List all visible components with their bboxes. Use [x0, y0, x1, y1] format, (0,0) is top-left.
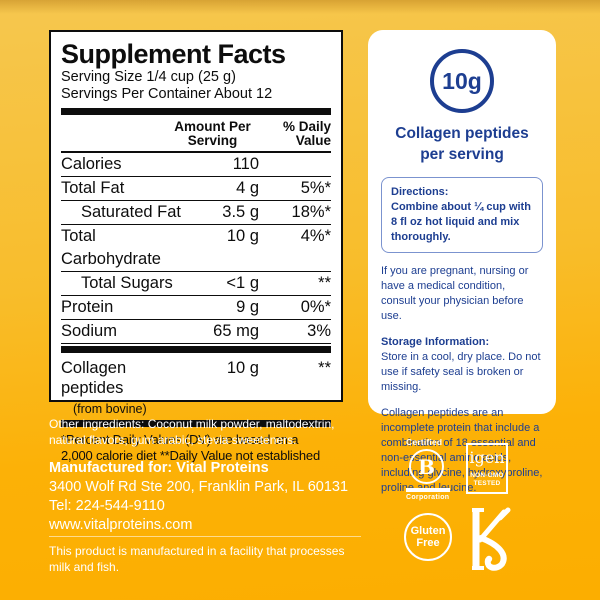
nutrient-amount: 110 [232, 155, 259, 173]
manufacturer-address: 3400 Wolf Rd Ste 200, Franklin Park, IL … [49, 479, 349, 495]
nutrient-name: Sodium [61, 322, 117, 340]
manufacturer-block: Manufactured for: Vital Proteins 3400 Wo… [49, 459, 359, 535]
nutrient-amount: 4 g [236, 179, 259, 197]
b-corp-icon: B [409, 449, 444, 484]
nutrient-dv: 4%* [300, 227, 331, 245]
nutrient-dv: 18%* [291, 203, 331, 221]
b-corp-bar [406, 488, 450, 492]
nutrient-amount: 10 g [226, 227, 259, 245]
table-row-total-carbohydrate: Total Carbohydrate 10 g 4%* [61, 225, 331, 272]
badge-caption: Collagen peptides per serving [395, 125, 529, 163]
nutrient-amount: 3.5 g [222, 203, 259, 221]
nutrient-dv: 0%* [300, 298, 331, 316]
igen-wordmark: igen [469, 448, 505, 467]
nutrient-dv: ** [318, 274, 331, 292]
table-row-total-sugars: Total Sugars <1 g ** [61, 272, 331, 296]
table-row-sodium: Sodium 65 mg 3% [61, 320, 331, 344]
nutrient-dv: 3% [307, 322, 331, 340]
table-row-protein: Protein 9 g 0%* [61, 296, 331, 320]
gluten-free-badge: Gluten Free [404, 513, 452, 561]
directions-title: Directions: [391, 186, 449, 198]
table-row-saturated-fat: Saturated Fat 3.5 g 18%* [61, 201, 331, 225]
storage-body: Store in a cool, dry place. Do not use i… [381, 351, 541, 393]
nutrient-name: Collagen peptides (from bovine) [61, 359, 147, 416]
serving-size: Serving Size 1/4 cup (25 g) [61, 69, 236, 85]
divider-bar [61, 346, 331, 353]
table-row-collagen-peptides: Collagen peptides (from bovine) 10 g ** [61, 355, 331, 418]
allergen-note: This product is manufactured in a facili… [49, 544, 345, 574]
table-row-total-fat: Total Fat 4 g 5%* [61, 177, 331, 201]
daily-value-header: % Daily Value [282, 119, 331, 148]
divider-bar [61, 108, 331, 115]
pregnancy-warning: If you are pregnant, nursing or have a m… [381, 265, 529, 322]
kosher-k-icon [464, 506, 520, 577]
nutrient-name: Calories [61, 155, 122, 173]
table-header: Amount Per Serving % Daily Value [61, 118, 331, 153]
nutrient-dv: ** [318, 359, 331, 377]
manufactured-for: Manufactured for: Vital Proteins [49, 460, 269, 476]
directions-box: Directions: Combine about ¼ cup with 8 f… [381, 177, 543, 253]
nutrient-name: Saturated Fat [81, 203, 181, 221]
manufacturer-tel: Tel: 224-544-9110 [49, 498, 165, 514]
nutrient-amount: 65 mg [213, 322, 259, 340]
table-row-calories: Calories 110 [61, 153, 331, 177]
nutrient-name: Total Carbohydrate [61, 227, 161, 268]
nutrient-name: Protein [61, 298, 114, 316]
divider-bar [61, 420, 331, 427]
footer-divider [49, 536, 361, 537]
b-corp-certified-logo: Certified B Corporation [406, 437, 452, 501]
top-edge-shadow [0, 0, 600, 14]
b-corp-corporation-label: Corporation [406, 493, 450, 501]
supplement-facts-title: Supplement Facts [61, 39, 286, 69]
manufacturer-website: www.vitalproteins.com [49, 517, 193, 533]
badge-value: 10g [442, 67, 482, 94]
daily-value-footnote: *Percent Daily Values (DV) are based on … [61, 432, 320, 463]
ten-gram-badge: 10g [430, 49, 494, 113]
storage-title: Storage Information: [381, 336, 490, 348]
nutrient-name: Total Fat [61, 179, 125, 197]
nutrient-amount: <1 g [226, 274, 259, 292]
supplement-facts-panel: Supplement Facts Serving Size 1/4 cup (2… [49, 30, 343, 463]
non-gmo-tested-label: NON-GMO TESTED [470, 472, 504, 487]
servings-per-container: Servings Per Container About 12 [61, 86, 273, 102]
igen-non-gmo-logo: igen NON-GMO TESTED [466, 443, 508, 494]
amount-per-serving-header: Amount Per Serving [174, 119, 251, 148]
nutrient-amount: 10 g [226, 359, 259, 377]
nutrient-source: (from bovine) [73, 402, 147, 416]
other-ingredients: Other ingredients: Coconut milk powder, … [49, 417, 335, 447]
info-panel: 10g Collagen peptides per serving Direct… [368, 30, 556, 494]
b-corp-certified-label: Certified [406, 437, 443, 447]
directions-body: Combine about ¼ cup with 8 fl oz hot liq… [391, 201, 531, 243]
nutrient-amount: 9 g [236, 298, 259, 316]
storage-information: Storage Information: Store in a cool, dr… [381, 335, 543, 395]
nutrient-dv: 5%* [300, 179, 331, 197]
nutrient-name: Total Sugars [81, 274, 173, 292]
